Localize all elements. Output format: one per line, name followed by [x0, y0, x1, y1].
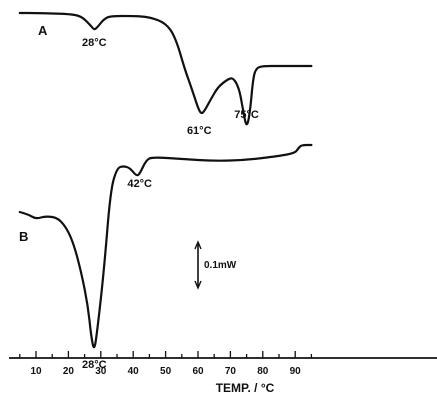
curve-a: [18, 11, 313, 126]
x-tick-label-20: 20: [63, 366, 75, 377]
x-tick-label-80: 80: [257, 366, 269, 377]
x-tick-label-30: 30: [95, 366, 107, 377]
x-axis-label: TEMP. / °C: [216, 381, 275, 395]
x-tick-label-90: 90: [290, 366, 302, 377]
curve-b: [18, 143, 313, 349]
scale-bar-arrow-up: [194, 240, 202, 250]
curves-layer: [18, 11, 313, 349]
scale-bar-arrow-down: [194, 280, 202, 290]
x-tick-label-40: 40: [128, 366, 140, 377]
peak-label-a-75: 75°C: [234, 109, 259, 121]
peak-label-b-42: 42°C: [127, 178, 152, 190]
scale-bar-label: 0.1mW: [204, 260, 237, 271]
series-labels-layer: AB: [19, 23, 48, 244]
x-tick-label-60: 60: [192, 366, 204, 377]
scale-bar: 0.1mW: [194, 240, 237, 290]
series-label-a: A: [38, 23, 48, 38]
x-tick-label-10: 10: [30, 366, 42, 377]
x-tick-label-50: 50: [160, 366, 172, 377]
series-label-b: B: [19, 229, 28, 244]
peak-label-a-28: 28°C: [82, 37, 107, 49]
annotations-layer: 28°C 61°C 75°C 28°C 42°C: [82, 37, 259, 371]
x-tick-label-70: 70: [225, 366, 237, 377]
x-ticks-layer: 10 20 30 40 50 60 70 80 90: [19, 351, 313, 377]
peak-label-a-61: 61°C: [187, 125, 212, 137]
peak-label-b-28: 28°C: [82, 359, 107, 371]
